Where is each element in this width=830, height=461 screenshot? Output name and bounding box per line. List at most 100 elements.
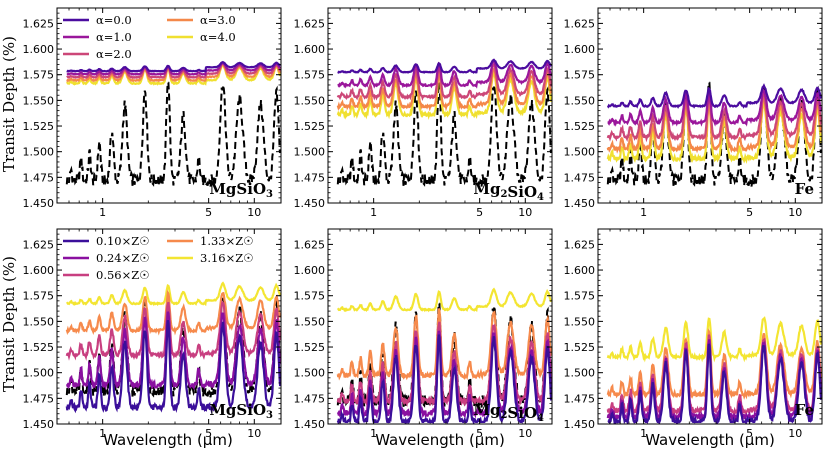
- y-tick-label: 1.550: [564, 315, 596, 328]
- y-tick-label: 1.475: [564, 392, 596, 405]
- y-tick-label: 1.600: [23, 43, 55, 56]
- y-tick-label: 1.575: [23, 69, 55, 82]
- panel-top-middle: 1.450 1.475 1.500 1.525 1.550 1.575 1.600 1.625…: [294, 7, 553, 219]
- series-line-α=2.0: [66, 62, 281, 80]
- y-tick-label: 1.550: [294, 315, 326, 328]
- y-tick-label: 1.450: [564, 418, 596, 431]
- y-tick-label: 1.500: [564, 367, 596, 380]
- y-tick-label: 1.525: [294, 341, 326, 354]
- series-line-α=2.0: [606, 91, 822, 143]
- y-tick-label: 1.600: [294, 43, 326, 56]
- series-group: [65, 60, 281, 187]
- series-group: [606, 316, 822, 424]
- x-tick-label: 10: [788, 427, 802, 440]
- series-line-3.16×Z☉: [606, 316, 822, 363]
- y-tick-label: 1.575: [23, 290, 55, 303]
- x-tick-label: 10: [518, 427, 532, 440]
- y-tick-label: 1.600: [294, 264, 326, 277]
- y-tick-label: 1.550: [23, 315, 55, 328]
- x-tick-label: 10: [247, 206, 261, 219]
- x-tick-label: 5: [205, 427, 212, 440]
- y-tick-label: 1.525: [564, 341, 596, 354]
- y-tick-label: 1.500: [294, 367, 326, 380]
- x-tick-label: 1: [99, 206, 106, 219]
- series-line-α=0.0: [606, 83, 822, 109]
- y-tick-label: 1.550: [294, 94, 326, 107]
- x-axis-label-middle: Wavelength (μm): [375, 431, 505, 449]
- y-tick-label: 1.500: [23, 367, 55, 380]
- y-tick-label: 1.550: [23, 94, 55, 107]
- series-line-α=1.0: [337, 58, 552, 89]
- y-tick-label: 1.575: [294, 69, 326, 82]
- legend-entry: 0.10×Z☉: [96, 234, 150, 248]
- x-tick-label: 1: [370, 206, 377, 219]
- y-tick-label: 1.525: [294, 120, 326, 133]
- y-tick-label: 1.525: [23, 341, 55, 354]
- y-tick-label: 1.450: [564, 197, 596, 210]
- series-line-3.16×Z☉: [336, 287, 552, 313]
- y-tick-label: 1.575: [564, 290, 596, 303]
- y-tick-label: 1.500: [564, 146, 596, 159]
- panel-title: Fe: [795, 180, 814, 198]
- y-tick-label: 1.625: [294, 238, 326, 251]
- series-group: [65, 281, 281, 414]
- y-tick-label: 1.450: [294, 418, 326, 431]
- series-line-α=4.0: [66, 62, 281, 86]
- legend-entry: 3.16×Z☉: [200, 251, 254, 265]
- series-group: [336, 287, 552, 424]
- panel-bottom-middle: 1.450 1.475 1.500 1.525 1.550 1.575 1.600 1.625…: [294, 228, 553, 440]
- panel-title: Mg2SiO4: [473, 180, 544, 203]
- series-line-1.33×Z☉: [65, 289, 281, 336]
- y-tick-label: 1.550: [564, 94, 596, 107]
- y-tick-label: 1.575: [564, 69, 596, 82]
- legend-entry: 0.24×Z☉: [96, 251, 150, 265]
- x-axis-label-left: Wavelength (μm): [103, 431, 233, 449]
- y-tick-label: 1.625: [564, 17, 596, 30]
- y-tick-label: 1.575: [294, 290, 326, 303]
- y-tick-label: 1.600: [564, 43, 596, 56]
- series-line-α=0.0: [337, 58, 552, 74]
- y-tick-label: 1.525: [23, 120, 55, 133]
- legend-entry: α=0.0: [96, 13, 132, 27]
- series-line-3.16×Z☉: [66, 281, 281, 307]
- y-tick-label: 1.450: [23, 418, 55, 431]
- y-axis-label-top: Transit Depth (%): [0, 36, 18, 172]
- series-line-α=1.0: [66, 61, 281, 77]
- legend-entry: α=2.0: [96, 47, 132, 61]
- legend-entry: 1.33×Z☉: [200, 234, 254, 248]
- series-line-0.24×Z☉: [65, 311, 281, 391]
- x-tick-label: 5: [746, 206, 753, 219]
- x-axis-label-right: Wavelength (μm): [645, 431, 775, 449]
- series-line-α=2.0: [336, 62, 552, 102]
- y-tick-label: 1.525: [564, 120, 596, 133]
- x-tick-label: 10: [518, 206, 532, 219]
- x-tick-label: 1: [370, 427, 377, 440]
- legend: 0.10×Z☉ 0.24×Z☉ 0.56×Z☉ 1.33×Z☉ 3.16×Z☉: [63, 234, 254, 282]
- series-line-clear: [336, 81, 552, 187]
- y-tick-label: 1.600: [564, 264, 596, 277]
- y-tick-label: 1.475: [23, 392, 55, 405]
- x-tick-label: 10: [788, 206, 802, 219]
- x-tick-label: 1: [99, 427, 106, 440]
- y-tick-label: 1.500: [294, 146, 326, 159]
- series-line-1.33×Z☉: [606, 328, 822, 400]
- series-group: [336, 58, 552, 187]
- panel-top-left: 1.450 1.475 1.500 1.525 1.550 1.575 1.600 1.625…: [23, 7, 282, 219]
- y-tick-label: 1.600: [23, 264, 55, 277]
- panel-bottom-right: 1.450 1.475 1.500 1.525 1.550 1.575 1.600 1.625…: [564, 228, 823, 440]
- y-axis-label-bottom: Transit Depth (%): [0, 256, 18, 392]
- x-tick-label: 5: [205, 206, 212, 219]
- legend-entry: α=4.0: [200, 30, 236, 44]
- series-line-α=4.0: [336, 67, 552, 120]
- series-line-clear: [65, 81, 281, 187]
- series-group: [606, 81, 822, 187]
- series-line-0.10×Z☉: [65, 319, 281, 414]
- y-tick-label: 1.625: [23, 17, 55, 30]
- series-line-0.56×Z☉: [65, 299, 281, 361]
- y-tick-label: 1.625: [294, 17, 326, 30]
- x-tick-label: 1: [640, 427, 647, 440]
- y-tick-label: 1.475: [23, 171, 55, 184]
- y-tick-label: 1.475: [294, 392, 326, 405]
- legend: α=0.0 α=1.0 α=2.0 α=3.0 α=4.0: [63, 13, 236, 61]
